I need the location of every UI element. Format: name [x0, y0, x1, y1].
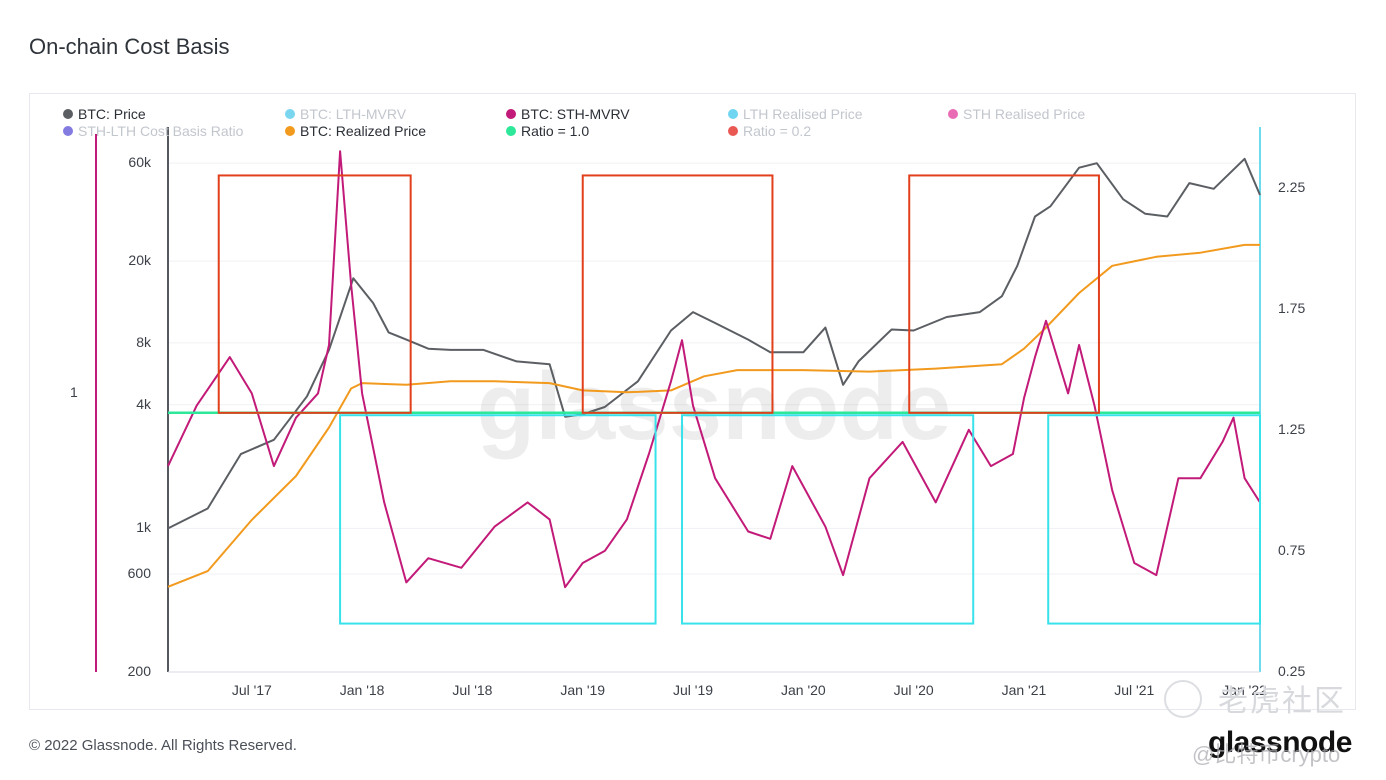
x-tick-label: Jan '19 — [560, 682, 606, 698]
x-tick-label: Jan '21 — [1001, 682, 1047, 698]
legend-label: BTC: Price — [78, 106, 146, 122]
chart-panel: glassnode BTC: Price BTC: LTH-MVRV BTC: ST… — [29, 93, 1356, 710]
page-title: On-chain Cost Basis — [29, 34, 230, 59]
legend-dot-icon — [63, 109, 73, 119]
legend-item-btc-price[interactable]: BTC: Price — [63, 106, 146, 122]
y-right-tick-label: 0.25 — [1278, 663, 1306, 679]
y-left-tick-label: 60k — [128, 154, 151, 171]
y-right-tick-label: 0.75 — [1278, 541, 1306, 558]
y-left-tick-label: 4k — [136, 395, 151, 412]
series-line-btc-sth-mvrv — [167, 150, 1261, 589]
x-tick-label: Jul '20 — [893, 682, 934, 698]
annotation-box-4 — [339, 414, 657, 625]
legend-dot-icon — [728, 109, 738, 119]
legend-label: Ratio = 1.0 — [521, 123, 590, 139]
center-watermark: glassnode — [477, 353, 952, 460]
legend-item-btc-lth-mvrv[interactable]: BTC: LTH-MVRV — [285, 106, 406, 122]
legend-item-ratio-1-0[interactable]: Ratio = 1.0 — [506, 123, 589, 139]
annotation-box-5 — [681, 414, 975, 625]
y-left-tick-label: 600 — [127, 564, 151, 581]
legend-dot-icon — [63, 126, 73, 136]
legend-dot-icon — [728, 126, 738, 136]
legend-label: Ratio = 0.2 — [743, 123, 812, 139]
legend-item-sth-realised-price[interactable]: STH Realised Price — [948, 106, 1085, 122]
y-left-tick-label: 200 — [127, 663, 151, 679]
x-tick-label: Jul '21 — [1114, 682, 1155, 698]
watermark-corner-text: 老虎社区 — [1218, 685, 1346, 718]
series-line-btc-price — [167, 157, 1261, 530]
legend-label: BTC: LTH-MVRV — [300, 106, 407, 122]
annotation-box-3 — [908, 174, 1100, 414]
annotation-box-2 — [581, 174, 774, 414]
legend-dot-icon — [506, 109, 516, 119]
legend-item-sth-lth-cost-basis-ratio[interactable]: STH-LTH Cost Basis Ratio — [63, 123, 243, 139]
y-left-tick-label: 20k — [128, 252, 151, 269]
far-left-tick-label: 1 — [70, 384, 78, 400]
legend-item-ratio-0-2[interactable]: Ratio = 0.2 — [728, 123, 811, 139]
legend-label: BTC: STH-MVRV — [521, 106, 630, 122]
legend-dot-icon — [285, 109, 295, 119]
y-right-tick-label: 2.25 — [1278, 178, 1306, 195]
annotation-box-6 — [1047, 414, 1262, 625]
x-tick-label: Jul '17 — [231, 682, 272, 698]
legend-label: STH Realised Price — [963, 106, 1086, 122]
y-right-tick-label: 1.25 — [1278, 420, 1306, 437]
legend-item-lth-realised-price[interactable]: LTH Realised Price — [728, 106, 863, 122]
legend-item-btc-sth-mvrv[interactable]: BTC: STH-MVRV — [506, 106, 630, 122]
legend-dot-icon — [506, 126, 516, 136]
legend-label: LTH Realised Price — [743, 106, 863, 122]
x-tick-label: Jul '18 — [452, 682, 493, 698]
y-right-tick-label: 1.75 — [1278, 299, 1306, 316]
x-tick-label: Jan '18 — [339, 682, 385, 698]
brand-logo[interactable]: glassnode — [1208, 726, 1352, 759]
watermark-logo-icon — [1164, 680, 1202, 718]
x-tick-label: Jul '19 — [673, 682, 714, 698]
legend-item-btc-realized-price[interactable]: BTC: Realized Price — [285, 123, 426, 139]
y-left-tick-label: 8k — [136, 333, 151, 350]
legend-dot-icon — [285, 126, 295, 136]
series-line-btc-realized-price — [167, 243, 1260, 588]
copyright-text: © 2022 Glassnode. All Rights Reserved. — [29, 737, 297, 754]
x-tick-label: Jan '20 — [780, 682, 826, 698]
legend-dot-icon — [948, 109, 958, 119]
annotation-box-1 — [217, 174, 412, 414]
legend-label: STH-LTH Cost Basis Ratio — [78, 123, 244, 139]
legend-label: BTC: Realized Price — [300, 123, 427, 139]
x-tick-label: Jan '22 — [1222, 682, 1267, 698]
watermark-handle-text: @比特币crypto — [1192, 742, 1341, 767]
y-left-tick-label: 1k — [136, 519, 151, 536]
chart-plot[interactable]: glassnode — [30, 94, 1355, 709]
